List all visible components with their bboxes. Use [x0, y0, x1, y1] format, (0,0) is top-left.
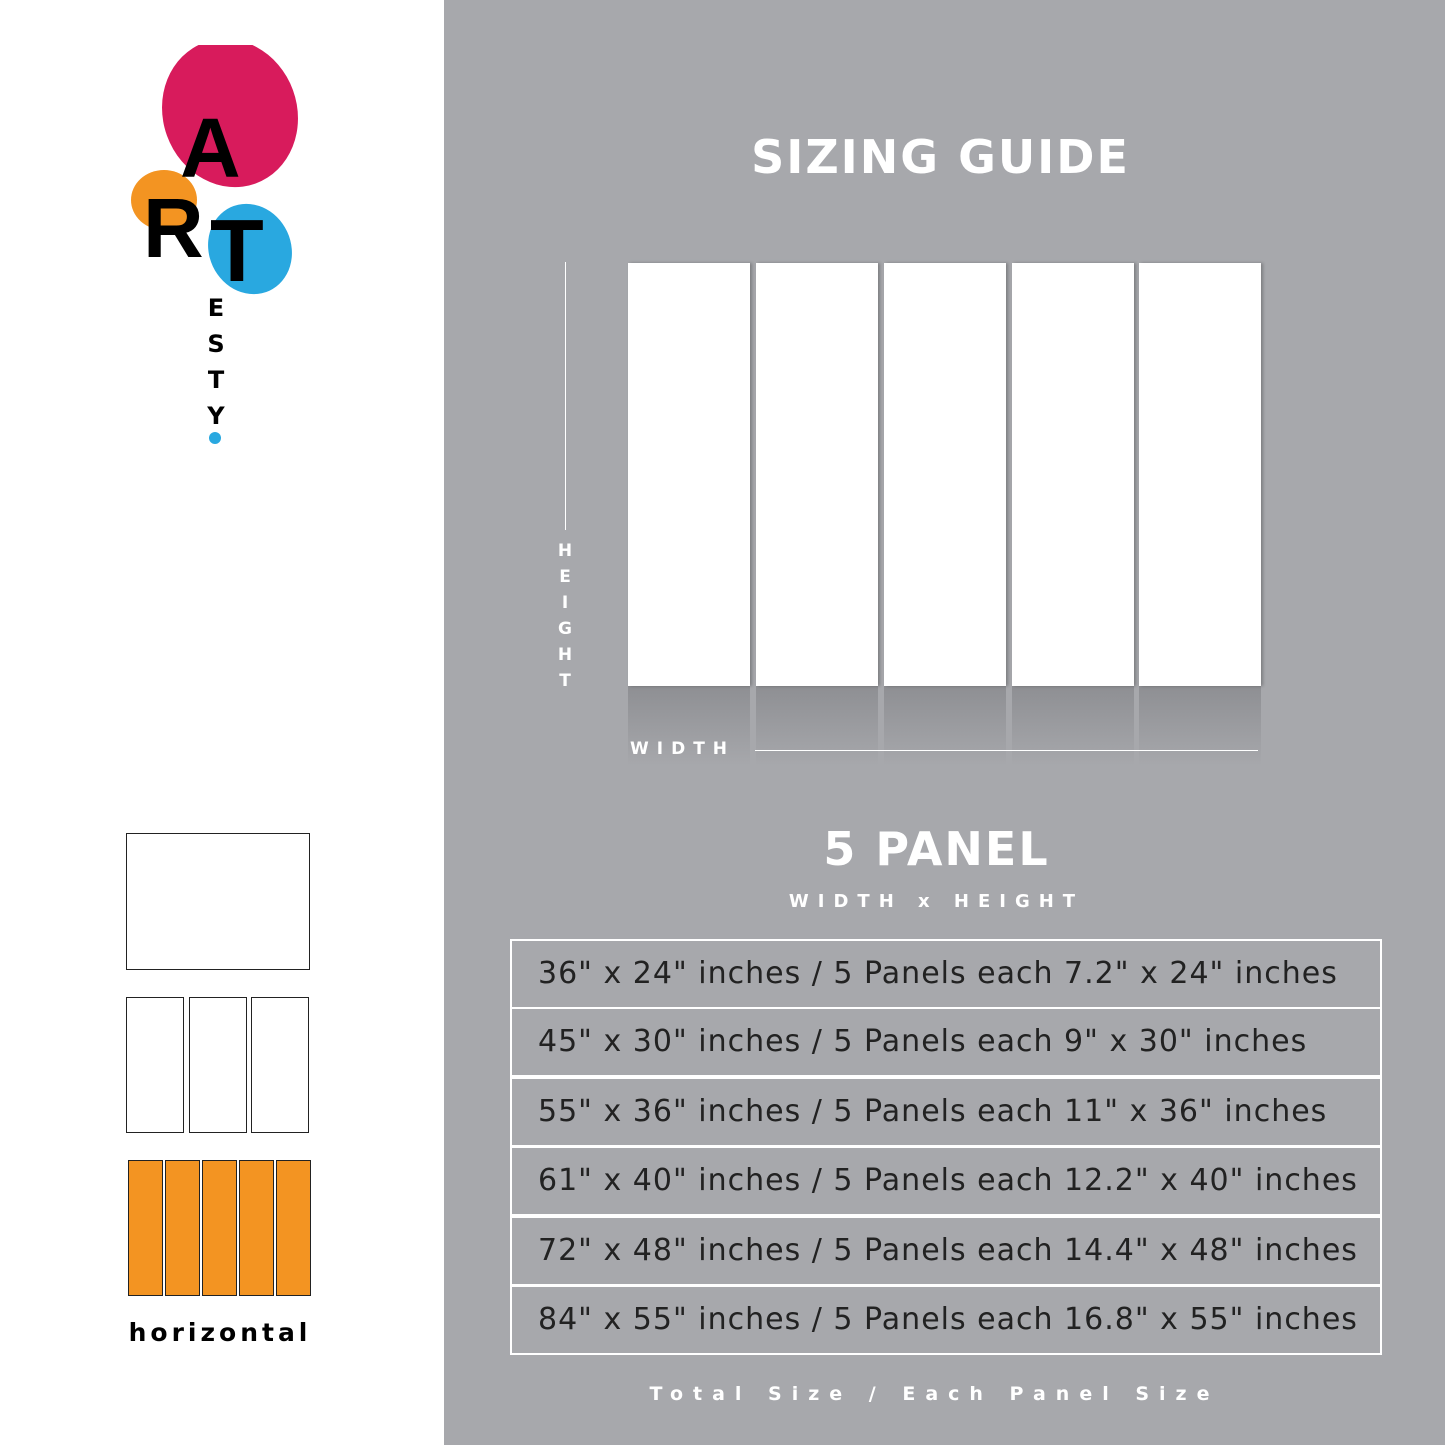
size-row[interactable]: 45" x 30" inches / 5 Panels each 9" x 30…	[510, 1007, 1382, 1077]
panel-reflection	[756, 686, 878, 766]
logo-sub-t: T	[207, 366, 225, 394]
product-name: 5 PANEL	[823, 822, 1050, 876]
size-row[interactable]: 36" x 24" inches / 5 Panels each 7.2" x …	[510, 939, 1382, 1009]
footer-label: Total Size / Each Panel Size	[649, 1383, 1220, 1405]
height-letter: T	[559, 671, 571, 691]
layout-5panel-icon[interactable]	[202, 1160, 237, 1296]
logo-sub-s: S	[207, 330, 225, 358]
height-letter: I	[561, 593, 569, 613]
canvas-panel	[1139, 263, 1261, 686]
height-letter: H	[557, 645, 573, 665]
layout-5panel-icon[interactable]	[239, 1160, 274, 1296]
canvas-panel	[1012, 263, 1134, 686]
size-row[interactable]: 55" x 36" inches / 5 Panels each 11" x 3…	[510, 1077, 1382, 1147]
size-row[interactable]: 61" x 40" inches / 5 Panels each 12.2" x…	[510, 1146, 1382, 1216]
layout-5panel-icon[interactable]	[128, 1160, 163, 1296]
size-row[interactable]: 84" x 55" inches / 5 Panels each 16.8" x…	[510, 1285, 1382, 1355]
layout-triptych-panel-icon[interactable]	[189, 997, 247, 1133]
layout-triptych-panel-icon[interactable]	[126, 997, 184, 1133]
logo-letter-t: T	[210, 201, 264, 300]
logo-blobs	[131, 45, 298, 444]
logo-sub-e: E	[207, 294, 225, 322]
page-title: SIZING GUIDE	[751, 130, 1130, 184]
layout-5panel-icon[interactable]	[276, 1160, 311, 1296]
height-label: H E I G H T	[555, 538, 575, 694]
logo-subtext: E S T Y	[205, 290, 227, 434]
canvas-panel	[756, 263, 878, 686]
layout-single-icon[interactable]	[126, 833, 310, 970]
panel-reflection	[1139, 686, 1261, 766]
dims-label: WIDTH x HEIGHT	[788, 891, 1085, 912]
logo-letter-a: A	[180, 101, 241, 195]
panel-reflection	[1012, 686, 1134, 766]
height-letter: G	[558, 619, 572, 639]
size-row[interactable]: 72" x 48" inches / 5 Panels each 14.4" x…	[510, 1216, 1382, 1286]
logo-sub-y: Y	[207, 402, 225, 430]
height-line	[565, 262, 566, 530]
width-label: WIDTH	[630, 739, 736, 759]
sizing-panel: SIZING GUIDE H E I G H T WIDTH 5 PANEL W…	[444, 0, 1445, 1445]
panel-reflection	[628, 686, 750, 766]
canvas-panel	[884, 263, 1006, 686]
height-letter: H	[557, 541, 573, 561]
layout-label: horizontal	[128, 1318, 312, 1347]
logo-letter-r: R	[143, 181, 204, 275]
layout-triptych-panel-icon[interactable]	[251, 997, 309, 1133]
canvas-panel	[628, 263, 750, 686]
width-line	[755, 750, 1258, 751]
height-letter: E	[559, 567, 571, 587]
layout-5panel-icon[interactable]	[165, 1160, 200, 1296]
panel-reflection	[884, 686, 1006, 766]
